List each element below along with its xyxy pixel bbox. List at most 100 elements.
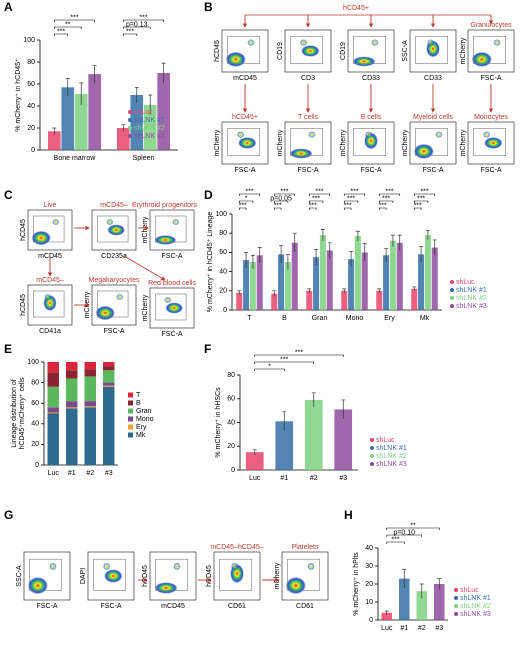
bar: [424, 235, 431, 310]
bar: [47, 131, 61, 150]
x-tick-label: Luc: [381, 625, 393, 632]
significance-bracket: [343, 200, 359, 203]
y-axis-label: SSC-A: [402, 40, 409, 62]
y-axis-label: % mCherry⁺ in hCD45⁺: [15, 58, 22, 132]
density-blob: [427, 39, 435, 46]
significance-bracket: [308, 207, 317, 210]
x-axis-label: CD33: [424, 75, 442, 82]
panel-label: F: [204, 342, 211, 356]
error-bar: [402, 569, 407, 588]
gate: [287, 558, 321, 591]
legend-label: shLNK #1: [456, 287, 487, 294]
x-axis-label: mCD45: [161, 603, 185, 610]
bar: [431, 247, 438, 310]
significance-bracket: [308, 193, 331, 196]
density-blob: [482, 131, 491, 138]
legend-label: B: [136, 400, 141, 407]
y-tick-label: 20: [219, 288, 227, 295]
error-bar: [282, 411, 287, 431]
significance-label: **: [410, 522, 416, 529]
y-tick-label: 100: [23, 37, 35, 44]
x-tick-label: #2: [86, 470, 94, 477]
density-blob: [49, 562, 57, 571]
error-bar: [419, 246, 424, 262]
error-bar: [161, 62, 166, 83]
y-axis-label: hCD45: [20, 219, 27, 241]
bar-segment: [66, 401, 78, 408]
density-blob: [365, 131, 373, 138]
bar: [341, 290, 348, 310]
legend-marker: [450, 296, 454, 300]
y-axis-label: SSC-A: [16, 565, 23, 587]
density-blob: [104, 569, 123, 583]
y-tick-label: 10: [365, 599, 373, 606]
error-bar: [362, 243, 367, 262]
density-blob: [31, 230, 51, 246]
x-tick-label: Luc: [48, 470, 60, 477]
significance-label: ***: [70, 14, 78, 21]
legend-label: shLNK #1: [376, 445, 407, 452]
x-tick-label: #3: [435, 625, 443, 632]
significance-bracket: [254, 368, 285, 371]
significance-label: *: [245, 195, 248, 202]
density-blob: [484, 137, 503, 149]
significance-bracket: [123, 19, 164, 22]
legend-label: shLuc: [376, 437, 395, 444]
gate: [227, 128, 261, 156]
error-bar: [342, 288, 347, 293]
legend-label: T: [136, 392, 141, 399]
error-bar: [121, 124, 126, 132]
error-bar: [397, 234, 402, 251]
significance-bracket: [273, 207, 282, 210]
significance-label: p=0.13: [126, 21, 148, 28]
significance-bracket: [378, 193, 401, 196]
bar-segment: [66, 408, 78, 465]
bar: [354, 236, 361, 310]
significance-label: *: [268, 363, 271, 370]
y-axis-label: hCD45: [20, 294, 27, 316]
density-blob: [289, 148, 313, 159]
y-tick-label: 100: [27, 359, 39, 366]
x-axis-label: FSC-A: [481, 75, 502, 82]
legend-swatch: [128, 400, 133, 406]
significance-bracket: [386, 534, 423, 537]
error-bar: [425, 229, 430, 240]
bar-segment: [103, 382, 115, 386]
y-axis-label: DAPI: [80, 568, 87, 584]
significance-label: ***: [414, 202, 422, 209]
significance-bracket: [413, 193, 436, 196]
bar: [434, 584, 445, 620]
bar: [411, 288, 418, 310]
error-bar: [419, 583, 424, 599]
y-tick-label: 80: [227, 372, 235, 379]
gate: [155, 558, 189, 591]
panel-label: H: [344, 508, 353, 522]
y-axis-label: mCherry: [142, 216, 149, 243]
bar-segment: [103, 386, 115, 465]
x-axis-label: mCD45: [38, 253, 62, 260]
y-tick-label: 60: [227, 396, 235, 403]
gate: [290, 128, 324, 156]
bar-segment: [103, 385, 115, 387]
error-bar: [65, 78, 70, 97]
x-axis-label: CD41a: [39, 328, 61, 335]
density-blob: [173, 562, 181, 571]
legend-swatch: [128, 432, 133, 438]
panel-label: E: [4, 342, 12, 356]
legend-label: Gran: [136, 408, 152, 415]
density-blob: [238, 137, 257, 149]
y-tick-label: 80: [31, 379, 39, 386]
bar: [291, 242, 298, 310]
bar: [236, 292, 243, 310]
density-blob: [352, 56, 376, 67]
legend-label: shLNK #1: [134, 117, 165, 124]
bar-segment: [66, 370, 78, 379]
legend-marker: [128, 134, 132, 138]
legend-label: shLNK #1: [460, 595, 491, 602]
gate-title: mCD45–: [36, 277, 64, 284]
y-tick-label: 0: [369, 617, 373, 624]
significance-bracket: [386, 527, 440, 530]
x-tick-label: Mk: [420, 315, 430, 322]
y-tick-label: 60: [27, 81, 35, 88]
significance-label: ***: [347, 195, 355, 202]
